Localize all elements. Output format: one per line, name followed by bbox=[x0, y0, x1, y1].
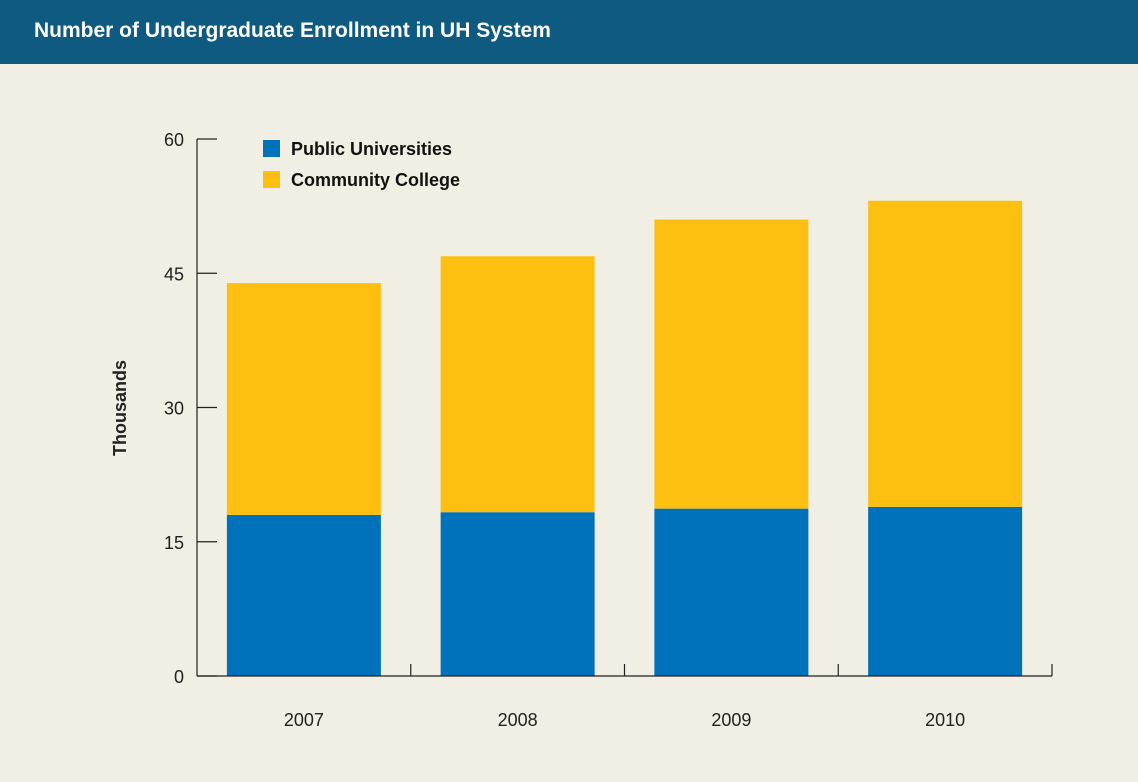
y-tick-label: 15 bbox=[164, 533, 184, 553]
bar-community-college-2007 bbox=[226, 283, 381, 515]
y-axis-label: Thousands bbox=[110, 360, 130, 456]
y-tick-label: 0 bbox=[174, 667, 184, 687]
x-tick-label: 2008 bbox=[498, 710, 538, 730]
y-tick-label: 60 bbox=[164, 130, 184, 150]
x-tick-label: 2007 bbox=[284, 710, 324, 730]
x-tick-label: 2010 bbox=[925, 710, 965, 730]
chart-title: Number of Undergraduate Enrollment in UH… bbox=[34, 19, 551, 42]
bar-public-universities-2008 bbox=[440, 512, 595, 676]
legend-label-public-universities: Public Universities bbox=[291, 139, 452, 159]
legend-swatch-public-universities bbox=[263, 140, 280, 157]
bar-community-college-2009 bbox=[654, 219, 809, 509]
y-tick-label: 45 bbox=[164, 264, 184, 284]
legend-label-community-college: Community College bbox=[291, 170, 460, 190]
header-bar: Number of Undergraduate Enrollment in UH… bbox=[0, 0, 1138, 64]
bar-public-universities-2009 bbox=[654, 508, 809, 676]
bar-community-college-2008 bbox=[440, 256, 595, 513]
legend-swatch-community-college bbox=[263, 171, 280, 188]
bar-public-universities-2007 bbox=[226, 514, 381, 676]
y-tick-label: 30 bbox=[164, 399, 184, 419]
x-tick-label: 2009 bbox=[711, 710, 751, 730]
bar-community-college-2010 bbox=[868, 200, 1023, 507]
bar-public-universities-2010 bbox=[868, 506, 1023, 676]
